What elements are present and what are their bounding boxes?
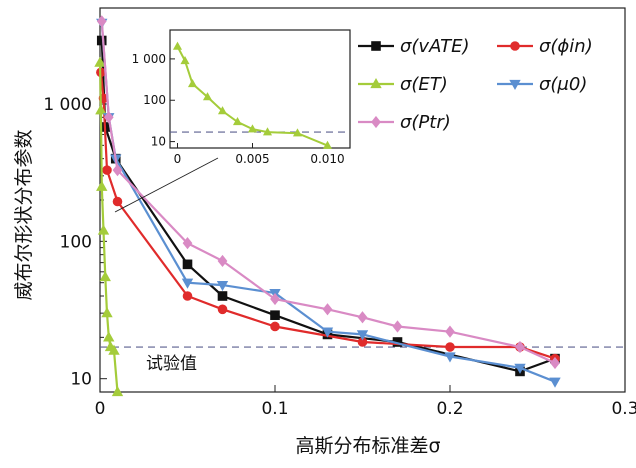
inset-y-tick-label: 10	[151, 135, 166, 149]
data-point	[514, 363, 526, 374]
legend-swatch-marker	[509, 79, 521, 91]
y-tick-label: 1 000	[43, 95, 92, 115]
legend: σ(vATE) σ(ϕin) σ(ET) σ(μ0) σ(Ptr)	[358, 36, 593, 133]
inset-y-tick-label: 100	[143, 93, 166, 107]
data-point	[270, 310, 280, 320]
legend-swatch-marker	[510, 41, 520, 51]
inset-series	[172, 41, 333, 149]
data-point	[96, 15, 107, 28]
data-point	[103, 111, 114, 124]
series-4	[96, 15, 560, 370]
inset-y-axis: 10 100 1 000	[132, 52, 175, 149]
x-tick-label: 0.3	[611, 399, 636, 419]
legend-label: σ(Ptr)	[400, 112, 451, 133]
series-line	[100, 40, 556, 373]
data-point	[217, 254, 228, 268]
data-point	[97, 224, 110, 235]
legend-item: σ(μ0)	[497, 74, 587, 95]
inset-background	[162, 28, 350, 148]
data-point	[96, 180, 108, 191]
data-point	[321, 327, 334, 338]
inset-data-point	[262, 127, 273, 136]
series-2	[94, 56, 124, 397]
legend-swatch-marker	[371, 41, 381, 51]
data-point	[111, 385, 124, 397]
data-point	[445, 342, 455, 352]
data-point	[445, 325, 455, 338]
legend-item: σ(vATE)	[358, 36, 469, 57]
y-tick-label: 100	[60, 232, 92, 252]
data-point	[103, 331, 115, 342]
legend-label: σ(ϕin)	[539, 36, 593, 57]
data-point	[182, 259, 193, 270]
reference-line-label: 试验值	[146, 354, 197, 374]
data-point	[112, 164, 123, 177]
data-point	[392, 320, 403, 333]
data-point	[112, 196, 123, 207]
y-axis: 10 100 1 000	[43, 20, 107, 390]
data-point	[444, 352, 456, 363]
series-line	[100, 21, 556, 365]
inset-data-point	[172, 41, 183, 50]
legend-label: σ(vATE)	[400, 36, 469, 57]
x-tick-label: 0	[95, 399, 106, 419]
inset-series-line	[176, 46, 328, 147]
data-point	[182, 237, 193, 250]
y-axis-title: 威布尔形状分布参数	[13, 129, 35, 300]
x-tick-label: 0.1	[261, 399, 288, 419]
x-tick-label: 0.2	[436, 399, 463, 419]
x-axis-title: 高斯分布标准差σ	[295, 435, 440, 457]
legend-label: σ(μ0)	[539, 74, 587, 95]
inset-data-point	[292, 128, 303, 137]
data-point	[216, 280, 229, 292]
inset-data-point	[217, 106, 228, 115]
data-point	[108, 344, 120, 355]
data-point	[356, 330, 369, 341]
data-point	[270, 292, 280, 306]
legend-label: σ(ET)	[400, 74, 448, 95]
inset-x-tick-label: 0.010	[310, 152, 344, 166]
inset-data-point	[180, 55, 190, 65]
inset-data-point	[322, 140, 333, 149]
legend-item: σ(Ptr)	[358, 112, 451, 133]
data-point	[95, 104, 107, 115]
inset-data-point	[187, 78, 198, 88]
data-point	[322, 303, 333, 316]
y-tick-label: 10	[70, 370, 92, 390]
inset-frame	[169, 29, 351, 149]
inset-connector	[114, 157, 219, 213]
data-point	[270, 321, 280, 332]
data-point	[217, 304, 228, 315]
inset-data-point	[232, 117, 243, 126]
data-point	[102, 165, 112, 175]
inset-data-point	[202, 92, 213, 101]
data-point	[94, 56, 106, 67]
legend-swatch-marker	[371, 115, 381, 129]
inset-chart: 10 100 1 000 0 0.005 0.010	[114, 28, 351, 213]
data-point	[550, 356, 560, 370]
data-point	[217, 291, 228, 301]
x-axis: 0 0.1 0.2 0.3	[95, 385, 636, 419]
data-point	[181, 278, 194, 289]
data-point	[357, 311, 368, 324]
inset-data-point	[247, 124, 258, 133]
data-point	[549, 377, 561, 388]
data-point	[99, 270, 111, 282]
inset-x-tick-label: 0.005	[235, 152, 269, 166]
inset-x-tick-label: 0	[174, 152, 182, 166]
legend-item: σ(ϕin)	[497, 36, 593, 57]
data-point	[182, 291, 193, 301]
series-layer	[94, 15, 561, 397]
data-point	[101, 307, 113, 318]
data-point	[96, 35, 107, 46]
inset-y-tick-label: 1 000	[132, 52, 166, 66]
legend-item: σ(ET)	[358, 74, 448, 95]
inset-x-axis: 0 0.005 0.010	[174, 143, 345, 166]
data-point	[515, 340, 525, 354]
legend-swatch-marker	[370, 77, 382, 89]
